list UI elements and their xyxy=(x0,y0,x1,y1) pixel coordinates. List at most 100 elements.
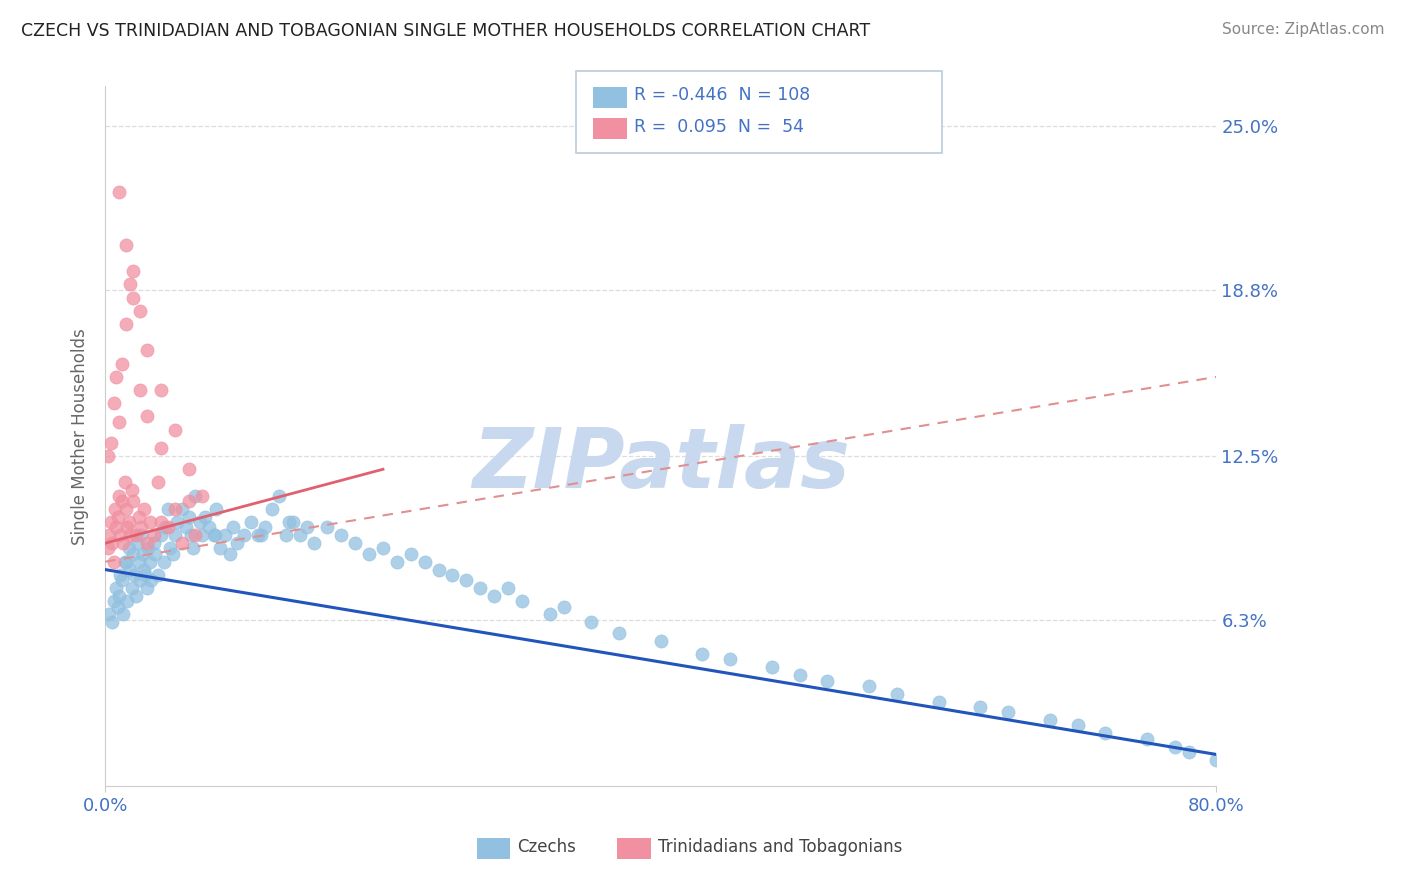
Point xyxy=(302,536,325,550)
Point xyxy=(456,573,478,587)
Point xyxy=(111,573,134,587)
Point xyxy=(650,634,672,648)
Point xyxy=(295,520,318,534)
Point xyxy=(149,528,172,542)
Point xyxy=(149,383,172,397)
Point xyxy=(107,599,129,614)
Text: Trinidadians and Tobagonians: Trinidadians and Tobagonians xyxy=(658,838,903,856)
Text: R = -0.446  N = 108: R = -0.446 N = 108 xyxy=(634,87,810,104)
Point xyxy=(177,494,200,508)
Point xyxy=(202,528,225,542)
Point xyxy=(205,501,228,516)
Point xyxy=(997,705,1019,719)
Point xyxy=(115,237,138,252)
Point xyxy=(177,462,200,476)
Point xyxy=(117,520,139,534)
Point xyxy=(105,581,128,595)
Point xyxy=(222,520,245,534)
Point xyxy=(163,501,186,516)
Point xyxy=(482,589,505,603)
Point xyxy=(128,555,150,569)
Point xyxy=(120,277,142,292)
Point xyxy=(138,515,160,529)
Point xyxy=(143,547,166,561)
Point xyxy=(120,563,142,577)
Point xyxy=(538,607,561,622)
Point xyxy=(209,541,232,556)
Point xyxy=(253,520,276,534)
Point xyxy=(166,515,188,529)
Point xyxy=(470,581,492,595)
Point xyxy=(170,501,193,516)
Point xyxy=(125,589,148,603)
Point xyxy=(858,679,880,693)
Point xyxy=(247,528,270,542)
Point xyxy=(100,435,122,450)
Point xyxy=(110,567,132,582)
Point xyxy=(122,494,145,508)
Point xyxy=(316,520,339,534)
Point xyxy=(969,700,991,714)
Point xyxy=(288,528,311,542)
Point xyxy=(184,489,207,503)
Point xyxy=(149,515,172,529)
Point xyxy=(156,501,179,516)
Point xyxy=(240,515,263,529)
Point xyxy=(152,555,174,569)
Point xyxy=(135,343,157,358)
Point xyxy=(128,509,150,524)
Point xyxy=(107,509,129,524)
Point xyxy=(97,541,120,556)
Point xyxy=(188,515,211,529)
Point xyxy=(124,567,146,582)
Point xyxy=(114,555,136,569)
Text: ZIPatlas: ZIPatlas xyxy=(472,424,849,505)
Point xyxy=(138,555,160,569)
Point xyxy=(198,520,221,534)
Point xyxy=(122,547,145,561)
Point xyxy=(156,520,179,534)
Point xyxy=(204,528,226,542)
Point xyxy=(129,303,152,318)
Point xyxy=(1066,718,1088,732)
Point xyxy=(125,528,148,542)
Point xyxy=(180,528,202,542)
Point xyxy=(142,528,165,542)
Point xyxy=(330,528,353,542)
Point xyxy=(108,589,131,603)
Text: Czechs: Czechs xyxy=(517,838,576,856)
Point xyxy=(553,599,575,614)
Point xyxy=(149,441,172,455)
Point xyxy=(112,607,135,622)
Point xyxy=(184,528,207,542)
Point xyxy=(496,581,519,595)
Point xyxy=(135,536,157,550)
Point xyxy=(118,515,141,529)
Point xyxy=(219,547,242,561)
Point xyxy=(928,695,950,709)
Point xyxy=(399,547,422,561)
Point xyxy=(134,567,156,582)
Point xyxy=(281,515,304,529)
Point xyxy=(110,528,132,542)
Point xyxy=(117,594,139,608)
Point xyxy=(111,494,134,508)
Point xyxy=(105,369,128,384)
Point xyxy=(122,264,145,278)
Point xyxy=(886,687,908,701)
Point xyxy=(214,528,236,542)
Point xyxy=(121,581,143,595)
Point xyxy=(607,626,630,640)
Point xyxy=(131,520,153,534)
Point xyxy=(104,501,127,516)
Text: CZECH VS TRINIDADIAN AND TOBAGONIAN SINGLE MOTHER HOUSEHOLDS CORRELATION CHART: CZECH VS TRINIDADIAN AND TOBAGONIAN SING… xyxy=(21,22,870,40)
Point xyxy=(114,475,136,490)
Point xyxy=(170,536,193,550)
Point xyxy=(135,581,157,595)
Point xyxy=(427,563,450,577)
Point xyxy=(98,528,121,542)
Point xyxy=(135,409,157,424)
Point xyxy=(112,536,135,550)
Point xyxy=(142,536,165,550)
Point xyxy=(97,449,120,463)
